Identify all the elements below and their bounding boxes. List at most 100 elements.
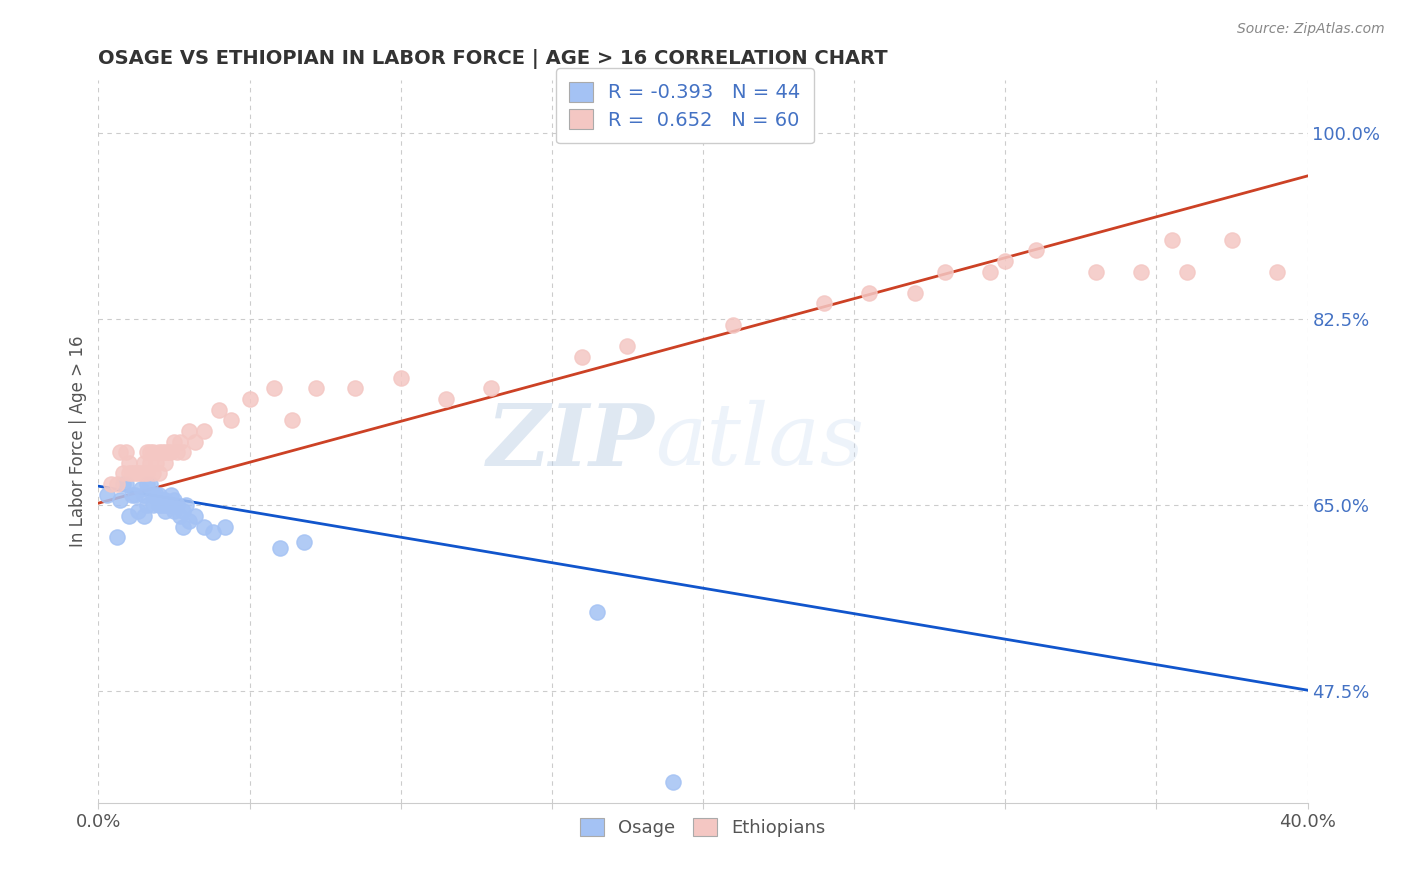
Point [166,445,188,459]
Point [208,402,231,417]
Point [121,488,143,502]
Point [100,477,122,491]
Text: OSAGE VS ETHIOPIAN IN LABOR FORCE | AGE > 16 CORRELATION CHART: OSAGE VS ETHIOPIAN IN LABOR FORCE | AGE … [98,48,889,69]
Point [132,456,155,470]
Point [139,477,162,491]
Point [184,434,207,449]
Point [132,488,155,502]
Point [1024,244,1046,258]
Point [979,264,1001,278]
Point [118,467,141,481]
Point [124,488,146,502]
Text: ZIP: ZIP [486,400,655,483]
Point [150,493,173,508]
Point [132,467,155,481]
Point [184,508,207,523]
Point [904,285,927,300]
Point [166,498,188,512]
Point [172,503,194,517]
Point [132,508,155,523]
Point [163,493,186,508]
Point [142,488,165,502]
Text: atlas: atlas [655,401,863,483]
Point [145,456,167,470]
Point [142,445,165,459]
Point [934,264,956,278]
Point [153,445,176,459]
Point [129,467,152,481]
Point [160,445,183,459]
Point [305,381,328,395]
Point [193,519,215,533]
Point [571,350,593,364]
Point [389,371,412,385]
Point [616,339,638,353]
Point [344,381,367,395]
Point [434,392,457,406]
Point [114,445,136,459]
Point [153,493,176,508]
Point [153,456,176,470]
Point [1220,233,1243,247]
Point [214,519,236,533]
Point [148,498,170,512]
Point [481,381,503,395]
Point [292,535,315,549]
Point [129,483,152,497]
Point [813,296,835,310]
Point [150,445,173,459]
Point [111,467,134,481]
Point [150,498,173,512]
Point [263,381,285,395]
Text: Source: ZipAtlas.com: Source: ZipAtlas.com [1237,22,1385,37]
Point [174,498,197,512]
Point [179,424,201,438]
Point [160,498,183,512]
Point [586,605,609,619]
Point [135,498,157,512]
Point [127,467,149,481]
Point [142,498,165,512]
Point [135,477,157,491]
Point [202,524,225,539]
Point [148,488,170,502]
Point [105,530,128,544]
Point [994,254,1017,268]
Point [139,456,162,470]
Point [145,488,167,502]
Point [148,467,170,481]
Point [179,514,201,528]
Point [135,467,157,481]
Point [118,456,141,470]
Point [239,392,262,406]
Point [163,503,186,517]
Point [148,445,170,459]
Point [1085,264,1108,278]
Point [142,467,165,481]
Point [153,503,176,517]
Point [281,413,304,427]
Point [172,519,194,533]
Point [127,503,149,517]
Point [124,467,146,481]
Point [172,445,194,459]
Point [114,477,136,491]
Point [160,488,183,502]
Point [96,488,118,502]
Point [661,774,683,789]
Point [156,445,179,459]
Point [105,477,128,491]
Y-axis label: In Labor Force | Age > 16: In Labor Force | Age > 16 [69,335,87,548]
Legend: Osage, Ethiopians: Osage, Ethiopians [574,811,832,845]
Point [1130,264,1153,278]
Point [169,434,191,449]
Point [193,424,215,438]
Point [156,498,179,512]
Point [139,445,162,459]
Point [221,413,243,427]
Point [1267,264,1289,278]
Point [121,467,143,481]
Point [163,434,186,449]
Point [108,445,131,459]
Point [169,508,191,523]
